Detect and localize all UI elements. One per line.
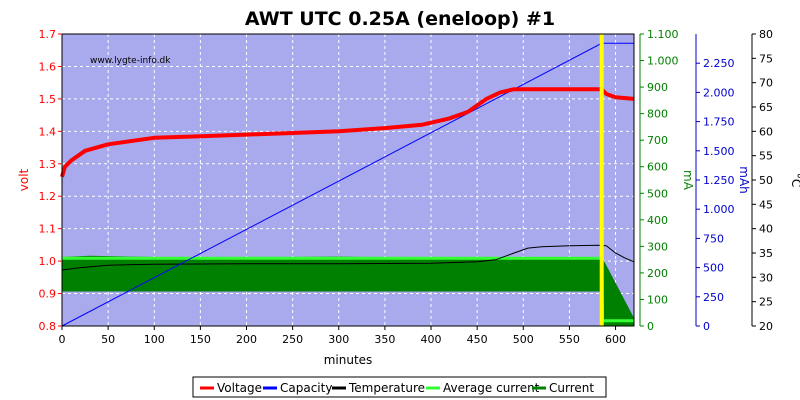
temp-tick-label: 50	[759, 174, 773, 187]
temp-tick-label: 55	[759, 150, 773, 163]
axes: 0 50 100 150 200 250 300 350 400 450 500 550 6000.80…	[17, 28, 800, 346]
mAh-tick-label: 250	[703, 291, 724, 304]
mAh-tick-label: 1.750	[703, 116, 735, 129]
legend-item: Current	[532, 381, 594, 395]
plot-border	[61, 33, 635, 327]
volt-tick-label: 1.2	[39, 190, 57, 203]
x-tick-label: 400	[421, 333, 442, 346]
x-tick-label: 100	[144, 333, 165, 346]
legend-label: Temperature	[348, 381, 425, 395]
x-tick-label: 150	[190, 333, 211, 346]
mAh-tick-label: 1.500	[703, 145, 735, 158]
temp-tick-label: 65	[759, 101, 773, 114]
mAh-tick-label: 2.000	[703, 86, 735, 99]
x-tick-label: 500	[513, 333, 534, 346]
legend: Voltage Capacity Temperature Average curren…	[192, 376, 607, 398]
legend-item: Average current	[426, 381, 540, 395]
x-tick-label: 0	[59, 333, 66, 346]
legend-item: Temperature	[332, 381, 425, 395]
temp-tick-label: 80	[759, 28, 773, 41]
volt-tick-label: 1.0	[39, 255, 57, 268]
mAh-tick-label: 1.000	[703, 203, 735, 216]
series-voltage	[60, 87, 635, 178]
chart-title: AWT UTC 0.25A (eneloop) #1	[245, 8, 555, 30]
series-layer	[60, 34, 635, 327]
mA-tick-label: 500	[647, 187, 668, 200]
mA-axis-label: mA	[681, 170, 695, 191]
volt-tick-label: 1.5	[39, 93, 57, 106]
volt-tick-label: 1.4	[39, 125, 57, 138]
legend-item: Voltage	[200, 381, 262, 395]
volt-tick-label: 1.1	[39, 223, 57, 236]
series-current-tail	[602, 258, 634, 326]
grid	[62, 34, 634, 326]
temp-tick-label: 35	[759, 247, 773, 260]
temp-tick-label: 25	[759, 296, 773, 309]
temp-tick-label: 45	[759, 198, 773, 211]
watermark: www.lygte-info.dk	[90, 56, 171, 66]
volt-tick-label: 0.9	[39, 288, 57, 301]
temp-tick-label: 20	[759, 320, 773, 333]
mA-tick-label: 300	[647, 240, 668, 253]
mA-tick-label: 1.000	[647, 55, 679, 68]
temp-tick-label: 30	[759, 271, 773, 284]
mA-tick-label: 900	[647, 81, 668, 94]
mAh-tick-label: 1.250	[703, 174, 735, 187]
mA-tick-label: 1.100	[647, 28, 679, 41]
legend-box	[192, 376, 607, 398]
mAh-tick-label: 0	[703, 320, 710, 333]
temp-tick-label: 40	[759, 223, 773, 236]
volt-tick-label: 1.6	[39, 60, 57, 73]
series-temperature	[61, 244, 635, 271]
mA-tick-label: 0	[647, 320, 654, 333]
x-tick-label: 350	[374, 333, 395, 346]
volt-tick-label: 1.3	[39, 158, 57, 171]
mAh-axis-label: mAh	[737, 166, 751, 194]
temp-tick-label: 60	[759, 125, 773, 138]
legend-label: Current	[549, 381, 594, 395]
mA-tick-label: 700	[647, 134, 668, 147]
volt-axis-label: volt	[17, 168, 31, 191]
x-tick-label: 600	[605, 333, 626, 346]
legend-item: Capacity	[263, 381, 332, 395]
temp-axis-label: °C	[789, 173, 800, 187]
x-tick-label: 550	[559, 333, 580, 346]
mA-tick-label: 100	[647, 293, 668, 306]
mAh-tick-label: 500	[703, 262, 724, 275]
x-tick-label: 300	[328, 333, 349, 346]
series-current-band	[62, 255, 602, 292]
mA-tick-label: 600	[647, 161, 668, 174]
legend-label: Capacity	[280, 381, 332, 395]
x-axis-label: minutes	[324, 353, 373, 367]
temp-tick-label: 70	[759, 77, 773, 90]
volt-tick-label: 1.7	[39, 28, 57, 41]
mA-tick-label: 400	[647, 214, 668, 227]
x-tick-label: 200	[236, 333, 257, 346]
mAh-tick-label: 2.250	[703, 57, 735, 70]
x-tick-label: 250	[282, 333, 303, 346]
mA-tick-label: 800	[647, 108, 668, 121]
legend-label: Voltage	[217, 381, 262, 395]
temp-tick-label: 75	[759, 52, 773, 65]
x-tick-label: 50	[101, 333, 115, 346]
mA-tick-label: 200	[647, 267, 668, 280]
legend-label: Average current	[443, 381, 540, 395]
x-tick-label: 450	[467, 333, 488, 346]
volt-tick-label: 0.8	[39, 320, 57, 333]
mAh-tick-label: 750	[703, 232, 724, 245]
